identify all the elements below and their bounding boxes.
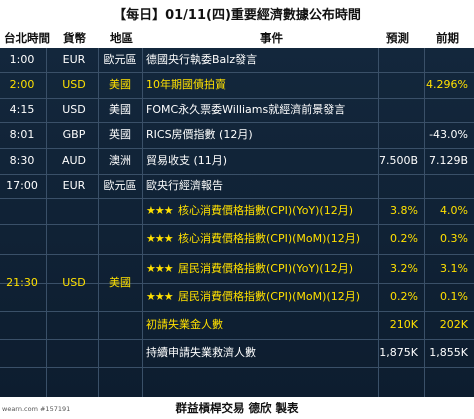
row-forecast: 1,875K bbox=[379, 346, 418, 359]
row-divider bbox=[0, 254, 474, 255]
header-event: 事件 bbox=[260, 31, 283, 45]
row-previous: 3.1% bbox=[440, 262, 468, 275]
column-divider bbox=[378, 48, 379, 397]
row-event: 10年期國債拍賣 bbox=[146, 78, 226, 91]
header-currency: 貨幣 bbox=[63, 31, 86, 45]
row-divider bbox=[0, 311, 474, 312]
row-currency: GBP bbox=[62, 128, 86, 141]
row-divider bbox=[0, 148, 474, 149]
row-event: 初請失業金人數 bbox=[146, 318, 223, 331]
row-event: 貿易收支 (11月) bbox=[146, 154, 228, 167]
row-region: 美國 bbox=[109, 78, 131, 91]
row-forecast: 3.2% bbox=[390, 262, 418, 275]
row-divider bbox=[0, 339, 474, 340]
row-previous: 4.296% bbox=[426, 78, 468, 91]
row-region: 澳洲 bbox=[109, 154, 131, 167]
row-event: 居民消費價格指數(CPI)(YoY)(12月) bbox=[178, 262, 354, 275]
row-region: 歐元區 bbox=[103, 179, 137, 192]
row-forecast: 7.500B bbox=[378, 154, 418, 167]
row-forecast: 0.2% bbox=[390, 232, 418, 245]
row-previous: 1,855K bbox=[429, 346, 468, 359]
row-previous: 7.129B bbox=[428, 154, 468, 167]
importance-stars: ★★★ bbox=[146, 290, 174, 303]
row-currency: EUR bbox=[62, 53, 86, 66]
row-event: 居民消費價格指數(CPI)(MoM)(12月) bbox=[178, 290, 361, 303]
column-divider bbox=[142, 48, 143, 397]
importance-stars: ★★★ bbox=[146, 204, 174, 217]
row-currency: USD bbox=[62, 276, 86, 289]
header-region: 地區 bbox=[110, 31, 133, 45]
header-previous: 前期 bbox=[436, 31, 459, 45]
row-divider bbox=[0, 283, 474, 284]
row-previous: 202K bbox=[439, 318, 468, 331]
table-header: 台北時間 貨幣 地區 事件 預測 前期 bbox=[0, 26, 474, 48]
row-event: FOMC永久票委Williams就經濟前景發言 bbox=[146, 103, 346, 116]
footer: wearn.com #157191 群益槓桿交易 德欣 製表 bbox=[0, 397, 474, 419]
row-event: 歐央行經濟報告 bbox=[146, 179, 223, 192]
row-region: 英國 bbox=[109, 128, 131, 141]
row-currency: USD bbox=[62, 103, 86, 116]
row-region: 歐元區 bbox=[103, 53, 137, 66]
row-divider bbox=[0, 122, 474, 123]
row-currency: EUR bbox=[62, 179, 86, 192]
page-title: 【每日】01/11(四)重要經濟數據公布時間 bbox=[0, 0, 474, 26]
row-event: 核心消費價格指數(CPI)(MoM)(12月) bbox=[178, 232, 361, 245]
row-forecast: 210K bbox=[389, 318, 418, 331]
row-time: 2:00 bbox=[9, 78, 35, 91]
row-region: 美國 bbox=[109, 276, 131, 289]
row-divider bbox=[0, 198, 474, 199]
row-divider bbox=[0, 98, 474, 99]
row-event: 持續申請失業救濟人數 bbox=[146, 346, 256, 359]
row-previous: -43.0% bbox=[429, 128, 468, 141]
header-time: 台北時間 bbox=[4, 31, 50, 45]
row-previous: 0.3% bbox=[440, 232, 468, 245]
row-previous: 0.1% bbox=[440, 290, 468, 303]
row-time: 1:00 bbox=[9, 53, 35, 66]
importance-stars: ★★★ bbox=[146, 262, 174, 275]
row-divider bbox=[0, 72, 474, 73]
column-divider bbox=[98, 48, 99, 397]
row-forecast: 3.8% bbox=[390, 204, 418, 217]
column-divider bbox=[46, 48, 47, 397]
row-event: 核心消費價格指數(CPI)(YoY)(12月) bbox=[178, 204, 354, 217]
row-time: 21:30 bbox=[6, 276, 38, 289]
row-time: 8:01 bbox=[9, 128, 35, 141]
column-divider bbox=[424, 48, 425, 397]
row-currency: USD bbox=[62, 78, 86, 91]
row-event: RICS房價指數 (12月) bbox=[146, 128, 253, 141]
row-time: 8:30 bbox=[9, 154, 35, 167]
header-forecast: 預測 bbox=[386, 31, 409, 45]
row-divider bbox=[0, 174, 474, 175]
row-currency: AUD bbox=[61, 154, 87, 167]
row-forecast: 0.2% bbox=[390, 290, 418, 303]
row-time: 4:15 bbox=[9, 103, 35, 116]
importance-stars: ★★★ bbox=[146, 232, 174, 245]
footer-tag: wearn.com #157191 bbox=[2, 405, 71, 413]
row-time: 17:00 bbox=[6, 179, 38, 192]
table-body bbox=[0, 48, 474, 397]
row-event: 德國央行執委Balz發言 bbox=[146, 53, 258, 66]
footer-brand: 群益槓桿交易 德欣 製表 bbox=[175, 401, 299, 415]
row-divider bbox=[0, 224, 474, 225]
row-region: 美國 bbox=[109, 103, 131, 116]
row-previous: 4.0% bbox=[440, 204, 468, 217]
row-divider bbox=[0, 367, 474, 368]
